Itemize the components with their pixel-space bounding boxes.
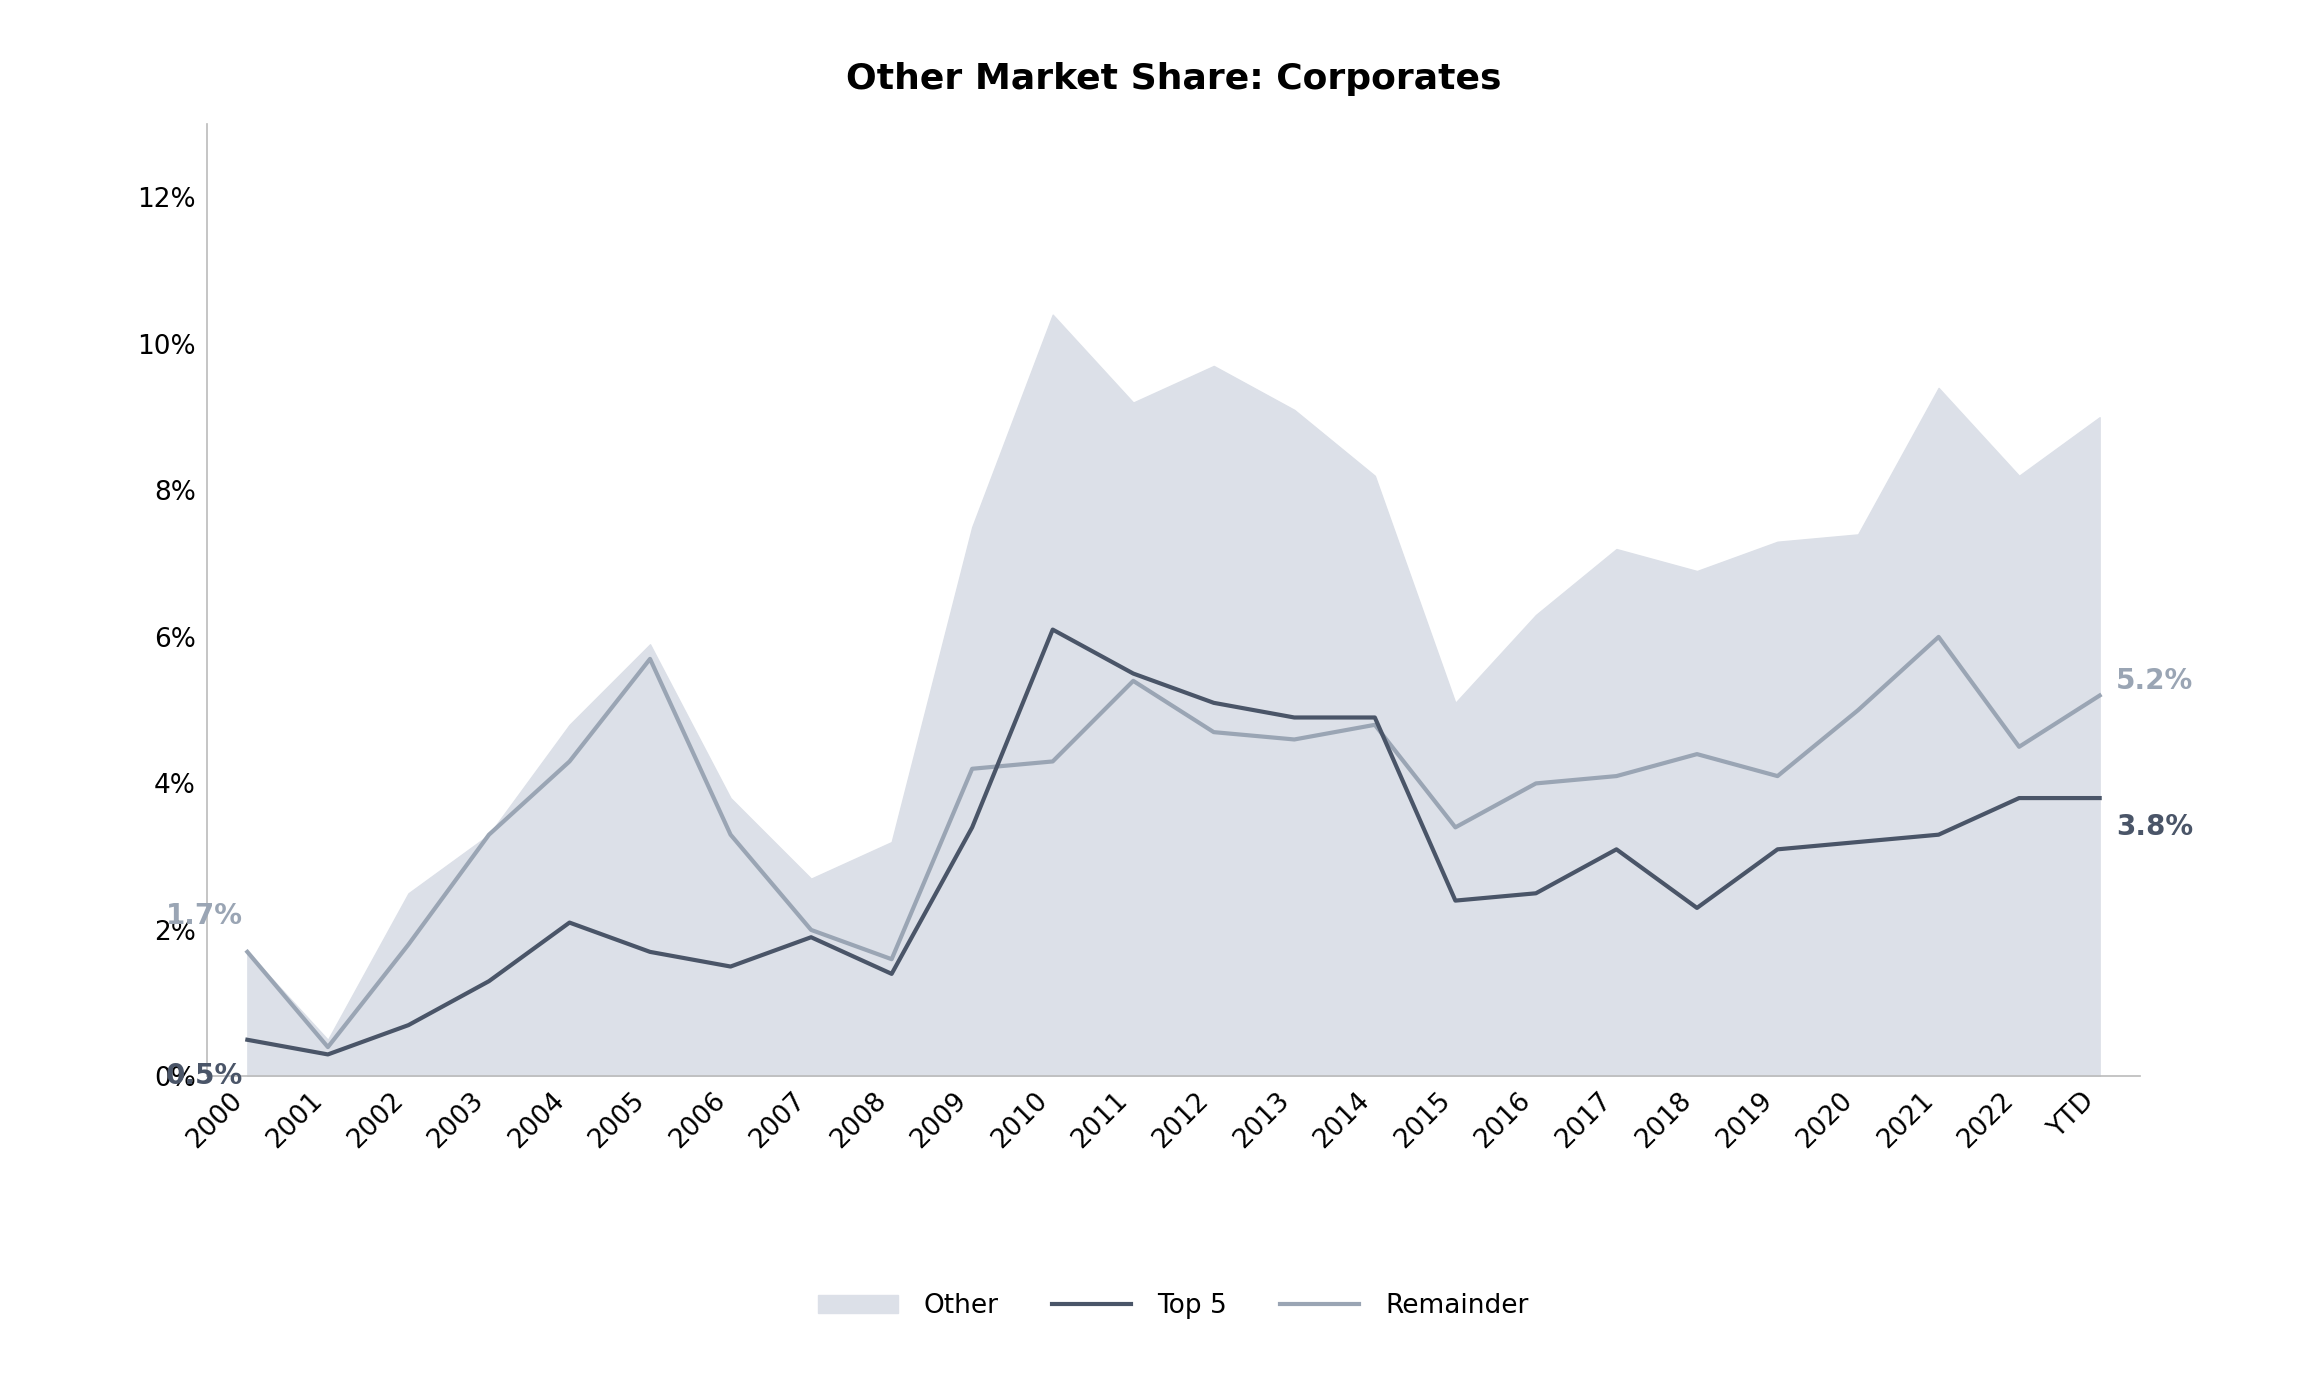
Title: Other Market Share: Corporates: Other Market Share: Corporates (847, 62, 1500, 97)
Text: 3.8%: 3.8% (2117, 813, 2193, 842)
Legend: Other, Top 5, Remainder: Other, Top 5, Remainder (808, 1283, 1539, 1330)
Text: 1.7%: 1.7% (166, 903, 244, 930)
Text: 0.5%: 0.5% (166, 1061, 244, 1090)
Text: 5.2%: 5.2% (2117, 667, 2193, 696)
